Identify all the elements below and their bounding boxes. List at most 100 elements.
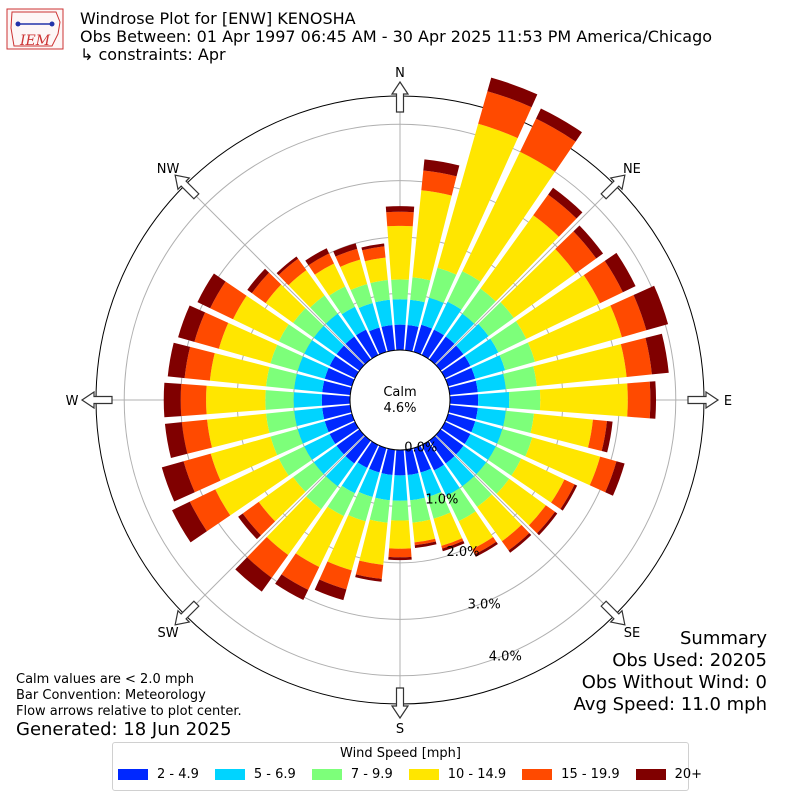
wedge-segment <box>533 194 577 237</box>
wedge-segment <box>649 381 657 419</box>
direction-label: N <box>395 66 405 81</box>
legend-items: 2 - 4.9 5 - 6.9 7 - 9.9 10 - 14.9 15 - 19.9 2… <box>118 767 718 782</box>
wedge-segment <box>478 91 532 139</box>
wedge-segment <box>445 413 476 433</box>
wedge-segment <box>407 473 425 501</box>
wedge-segment <box>304 434 336 460</box>
wedge-segment <box>474 541 498 557</box>
wedge-segment <box>388 548 412 558</box>
wedge-segment <box>387 225 413 280</box>
wedge-segment <box>350 283 373 309</box>
wedge-segment <box>500 249 576 318</box>
wedge-segment <box>423 159 460 177</box>
obs-between: Obs Between: 01 Apr 1997 06:45 AM - 30 A… <box>80 27 713 46</box>
chart-title: Windrose Plot for [ENW] KENOSHA <box>80 9 356 28</box>
generated-date: Generated: 18 Jun 2025 <box>16 719 232 740</box>
wedge-segment <box>391 279 409 300</box>
wedge-segment <box>385 206 415 213</box>
legend-item: 5 - 6.9 <box>214 767 296 782</box>
flow-arrow-icon <box>174 600 200 626</box>
legend-item: 7 - 9.9 <box>311 767 393 782</box>
legend-label: 15 - 19.9 <box>561 767 620 782</box>
wedge-segment <box>288 270 325 308</box>
legend-swatch <box>408 769 439 780</box>
wedge-segment <box>412 190 452 281</box>
wedge-segment <box>306 476 338 510</box>
wedge-segment <box>414 541 437 549</box>
wedge-segment <box>389 520 411 549</box>
chart-header: Windrose Plot for [ENW] KENOSHA Obs Betw… <box>80 10 712 64</box>
notes: Calm values are < 2.0 mph Bar Convention… <box>16 672 242 720</box>
wedge-segment <box>437 123 518 275</box>
wedge-segment <box>471 421 503 444</box>
wedge-segment <box>266 366 297 390</box>
wedge-segment <box>348 491 373 522</box>
wedge-segment <box>333 243 358 257</box>
wedge-segment <box>471 355 506 379</box>
calm-circle <box>349 349 451 451</box>
wedge-segment <box>361 243 385 251</box>
wedge-segment <box>410 277 431 303</box>
grid-spoke <box>435 184 616 365</box>
wedge-segment <box>295 506 344 567</box>
wedge-segment <box>435 345 464 371</box>
direction-label: W <box>66 394 79 409</box>
wedge-segment <box>381 324 395 352</box>
arrow-shape <box>600 600 626 626</box>
wedge-segment <box>297 356 329 379</box>
wedge-segment <box>388 556 412 561</box>
wedge-segment <box>555 231 597 274</box>
grid-spoke <box>435 435 616 616</box>
wedge-segment <box>369 497 390 523</box>
wedge-segment <box>194 312 229 349</box>
wedge-segment <box>355 574 382 582</box>
wedge-segment <box>477 494 522 542</box>
arrow-shape <box>80 390 113 410</box>
wedge-segment <box>525 437 601 486</box>
wedge-segment <box>441 538 464 549</box>
wedge-segment <box>251 272 282 304</box>
wedge-segment <box>336 345 365 371</box>
wedge-segment <box>293 462 324 492</box>
flow-arrow-icon <box>390 687 410 720</box>
wedge-segment <box>167 342 191 379</box>
wedge-segment <box>446 488 476 522</box>
wedge-segment <box>462 151 556 282</box>
wedge-segment <box>605 461 625 496</box>
grid-spoke <box>184 184 365 365</box>
radial-tick-label: 0.0% <box>404 440 437 455</box>
wedge-segment <box>604 252 636 293</box>
wedge-segment <box>210 436 278 481</box>
legend-label: 10 - 14.9 <box>447 767 507 782</box>
radial-tick-label: 1.0% <box>425 493 458 508</box>
wedge-segment <box>478 391 510 409</box>
legend-swatch <box>118 769 148 780</box>
wedge-segment <box>475 373 506 393</box>
direction-label: NW <box>157 162 180 177</box>
legend-label: 5 - 6.9 <box>253 767 296 782</box>
wedge-segment <box>327 485 355 517</box>
wedge-segment <box>329 286 355 315</box>
arrow-shape <box>687 390 720 410</box>
wedge-segment <box>294 407 325 427</box>
wedge-segment <box>336 429 365 455</box>
wedge-segment <box>355 560 384 579</box>
wedge-segment <box>278 324 312 354</box>
wedge-segment <box>421 329 444 359</box>
wedge-segment <box>322 405 352 420</box>
calm-label: Calm <box>383 385 416 400</box>
wedge-segment <box>441 421 471 444</box>
wedge-segment <box>449 394 479 406</box>
wedge-segment <box>270 428 303 456</box>
wedge-segment <box>358 303 380 332</box>
wedge-segment <box>266 496 322 556</box>
wedge-segment <box>247 268 270 294</box>
wedge-segment <box>375 299 393 327</box>
wedge-segment <box>341 462 368 494</box>
wedge-segment <box>325 456 355 487</box>
legend-swatch <box>635 769 666 780</box>
wedge-segment <box>392 475 408 501</box>
wedge-segment <box>178 305 206 342</box>
wedge-segment <box>340 259 368 291</box>
